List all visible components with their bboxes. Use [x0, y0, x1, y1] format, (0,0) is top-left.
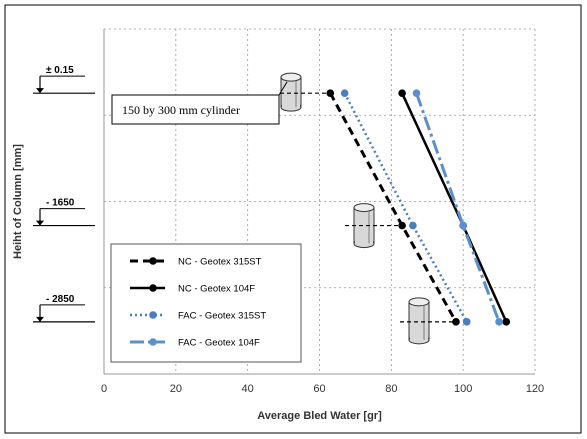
- x-tick-label-1: 20: [170, 383, 182, 395]
- series-3: [412, 89, 503, 326]
- depth-level-arrow-icon: [36, 220, 44, 226]
- depth-level-arrow-icon: [36, 88, 44, 94]
- legend: NC - Geotex 315ST NC - Geotex 104F FAC - G…: [110, 243, 302, 363]
- legend-item-2: FAC - Geotex 315ST: [130, 311, 266, 322]
- data-point: [462, 318, 471, 326]
- callout-box: [111, 94, 280, 125]
- data-point: [452, 318, 460, 326]
- legend-item-3: FAC - Geotex 104F: [130, 338, 260, 349]
- depth-level-arrow-icon: [36, 316, 44, 322]
- legend-label: NC - Geotex 104F: [178, 284, 255, 295]
- depth-level-label: - 2850: [46, 294, 75, 305]
- cylinder-cover: [410, 301, 428, 340]
- cylinder-top: [408, 297, 430, 307]
- data-point: [495, 318, 503, 326]
- data-point: [326, 89, 335, 97]
- x-tick-label-6: 120: [526, 383, 544, 395]
- series-1: [398, 89, 511, 326]
- legend-label: FAC - Geotex 315ST: [178, 311, 266, 322]
- series-0: [326, 89, 460, 326]
- legend-item-1: NC - Geotex 104F: [130, 284, 255, 295]
- series-lines: [326, 89, 511, 326]
- depth-level-1: - 1650: [33, 198, 95, 227]
- cylinder-top: [280, 72, 302, 82]
- legend-swatch-marker: [149, 257, 157, 265]
- data-point: [459, 221, 467, 230]
- series-2: [340, 89, 471, 326]
- depth-levels: ± 0.15 - 1650 - 2850: [33, 65, 95, 323]
- legend-swatch-marker: [149, 284, 157, 292]
- x-tick-label-4: 80: [385, 383, 397, 395]
- x-tick-label-3: 60: [313, 383, 325, 395]
- cylinder-icon-top: [280, 72, 302, 112]
- depth-level-2: - 2850: [33, 294, 95, 323]
- data-point: [412, 89, 421, 97]
- callout: 150 by 300 mm cylinder: [111, 81, 288, 125]
- data-point: [340, 89, 349, 97]
- callout-pointer: [278, 81, 288, 96]
- legend-label: FAC - Geotex 104F: [178, 338, 260, 349]
- series-line: [415, 92, 501, 323]
- x-tick-label-2: 40: [242, 383, 254, 395]
- axes: 0 20 40 60 80 100 120 Average Bled Water [gr] He…: [12, 29, 544, 422]
- cylinder-icon-bottom: [408, 297, 430, 345]
- data-point: [398, 89, 406, 97]
- x-tick-label-0: 0: [101, 383, 107, 395]
- depth-level-0: ± 0.15: [33, 65, 95, 94]
- x-axis-label: Average Bled Water [gr]: [257, 410, 382, 422]
- x-tick-label-5: 100: [454, 383, 472, 395]
- legend-item-0: NC - Geotex 315ST: [130, 257, 262, 268]
- legend-swatch-marker: [149, 311, 157, 319]
- depth-level-label: - 1650: [46, 198, 75, 209]
- chart-frame: [4, 4, 582, 434]
- cylinder-icons: [280, 72, 456, 345]
- y-axis-label: Heiht of Column [mm]: [12, 144, 24, 259]
- cylinder-icon-middle: [353, 203, 375, 249]
- data-point: [502, 318, 511, 326]
- data-point: [409, 221, 417, 230]
- cylinder-cover: [355, 207, 373, 244]
- legend-label: NC - Geotex 315ST: [178, 257, 262, 268]
- legend-swatch-marker: [149, 338, 157, 346]
- callout-text: 150 by 300 mm cylinder: [122, 103, 240, 117]
- data-point: [398, 221, 406, 230]
- depth-level-label: ± 0.15: [46, 65, 74, 76]
- cylinder-top: [353, 203, 375, 213]
